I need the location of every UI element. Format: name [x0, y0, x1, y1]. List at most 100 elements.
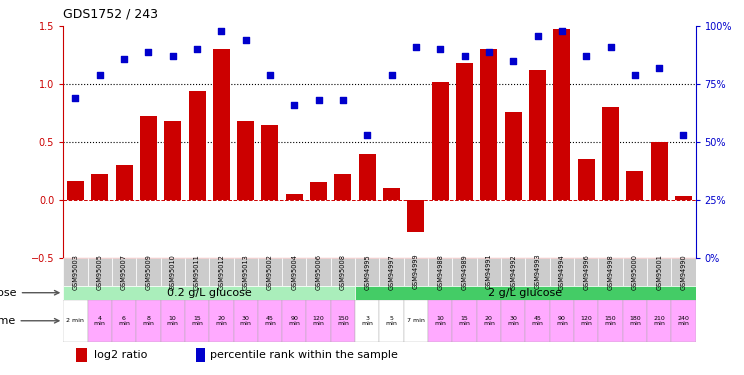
Text: GSM95001: GSM95001 — [656, 254, 662, 290]
Bar — [626, 171, 644, 200]
Text: GSM95012: GSM95012 — [218, 254, 225, 290]
Bar — [331, 258, 355, 286]
Bar — [525, 300, 550, 342]
Bar — [112, 258, 136, 286]
Point — [605, 44, 617, 50]
Text: 10
min: 10 min — [434, 315, 446, 326]
Text: 4
min: 4 min — [94, 315, 106, 326]
Bar — [554, 28, 571, 200]
Bar — [651, 142, 667, 200]
Text: 20
min: 20 min — [483, 315, 495, 326]
Point — [580, 53, 592, 59]
Bar — [258, 258, 282, 286]
Bar — [504, 112, 522, 200]
Bar — [452, 300, 477, 342]
Text: dose: dose — [0, 288, 59, 298]
Text: 90
min: 90 min — [289, 315, 301, 326]
Bar — [383, 188, 400, 200]
Point — [191, 46, 203, 53]
Bar — [408, 200, 424, 232]
Bar — [623, 300, 647, 342]
Bar — [671, 258, 696, 286]
Text: GSM94993: GSM94993 — [534, 254, 541, 290]
Point — [362, 132, 373, 138]
Bar — [501, 258, 525, 286]
Point — [337, 97, 349, 103]
Bar — [379, 258, 404, 286]
Bar — [136, 258, 161, 286]
Text: GSM95000: GSM95000 — [632, 254, 638, 290]
Bar — [234, 300, 258, 342]
Bar — [577, 159, 594, 200]
Bar — [404, 258, 428, 286]
Text: GSM94996: GSM94996 — [583, 254, 589, 290]
Text: 30
min: 30 min — [240, 315, 251, 326]
Text: 10
min: 10 min — [167, 315, 179, 326]
Bar — [428, 300, 452, 342]
Bar — [675, 196, 692, 200]
Bar — [379, 300, 404, 342]
Point — [678, 132, 690, 138]
Bar — [164, 121, 182, 200]
Bar — [477, 300, 501, 342]
Bar — [188, 91, 205, 200]
Bar — [88, 300, 112, 342]
Text: 0.2 g/L glucose: 0.2 g/L glucose — [167, 288, 251, 298]
Bar — [529, 70, 546, 200]
Bar — [355, 286, 696, 300]
Point — [410, 44, 422, 50]
Bar — [63, 286, 355, 300]
Bar — [550, 258, 574, 286]
Point — [385, 72, 397, 78]
Text: GSM95008: GSM95008 — [340, 254, 346, 290]
Text: GSM95009: GSM95009 — [145, 254, 151, 290]
Bar — [196, 348, 205, 362]
Text: GSM95002: GSM95002 — [267, 254, 273, 290]
Bar — [258, 300, 282, 342]
Point — [653, 65, 665, 71]
Text: 7 min: 7 min — [407, 318, 425, 323]
Point — [434, 46, 446, 53]
Bar — [185, 300, 209, 342]
Text: 15
min: 15 min — [458, 315, 470, 326]
Bar — [112, 300, 136, 342]
Point — [69, 95, 81, 101]
Text: GSM95003: GSM95003 — [72, 254, 78, 290]
Point — [94, 72, 106, 78]
Bar — [209, 258, 234, 286]
Bar — [282, 258, 307, 286]
Bar — [88, 258, 112, 286]
Text: GSM94988: GSM94988 — [437, 254, 443, 290]
Bar — [92, 174, 108, 200]
Bar — [623, 258, 647, 286]
Text: 5
min: 5 min — [385, 315, 397, 326]
Text: 120
min: 120 min — [312, 315, 324, 326]
Bar — [404, 300, 428, 342]
Text: GSM95007: GSM95007 — [121, 254, 127, 290]
Bar — [140, 117, 157, 200]
Text: GSM94990: GSM94990 — [681, 254, 687, 290]
Bar — [282, 300, 307, 342]
Bar — [307, 300, 331, 342]
Text: 20
min: 20 min — [216, 315, 227, 326]
Bar — [550, 300, 574, 342]
Text: GSM94991: GSM94991 — [486, 254, 492, 290]
Text: log2 ratio: log2 ratio — [94, 350, 147, 360]
Bar — [307, 258, 331, 286]
Text: 2 min: 2 min — [66, 318, 84, 323]
Bar — [647, 300, 671, 342]
Text: GSM94994: GSM94994 — [559, 254, 565, 290]
Text: 210
min: 210 min — [653, 315, 665, 326]
Text: GSM94992: GSM94992 — [510, 254, 516, 290]
Bar — [209, 300, 234, 342]
Point — [264, 72, 276, 78]
Bar — [574, 258, 598, 286]
Text: GSM94995: GSM94995 — [365, 254, 371, 290]
Bar — [161, 300, 185, 342]
Bar — [331, 300, 355, 342]
Bar — [237, 121, 254, 200]
Point — [118, 56, 130, 62]
Point — [507, 58, 519, 64]
Text: 90
min: 90 min — [556, 315, 568, 326]
Bar — [477, 258, 501, 286]
